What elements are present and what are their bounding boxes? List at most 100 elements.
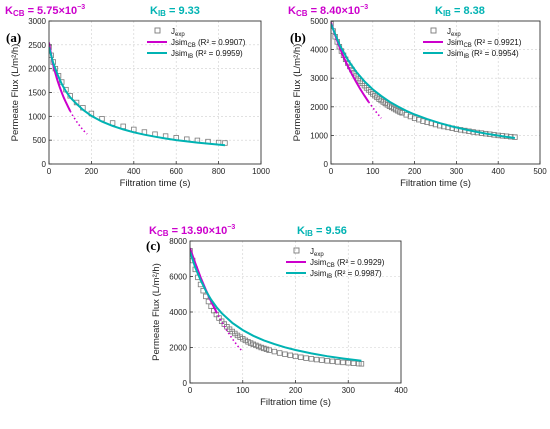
plot-frame: [330, 20, 541, 165]
k-ib-annotation: KIB = 9.56: [297, 225, 347, 238]
x-tick-label: 200: [408, 167, 422, 176]
y-tick-label: 0: [42, 160, 47, 169]
data-point-jexp: [334, 359, 341, 365]
legend-label: JsimCB (R² = 0.9921): [447, 38, 522, 49]
y-tick-label: 3000: [310, 74, 328, 83]
k-cb-annotation: KCB = 13.90×10−3: [149, 224, 235, 238]
data-point-jexp: [298, 354, 304, 360]
y-tick-label: 2000: [169, 344, 187, 353]
legend-label: JsimCB (R² = 0.9929): [310, 258, 385, 269]
x-tick-label: 300: [450, 167, 464, 176]
x-tick-label: 0: [188, 386, 193, 395]
data-point-jexp: [266, 347, 272, 353]
legend-entry: JsimCB (R² = 0.9921): [423, 38, 522, 49]
y-tick-label: 4000: [169, 308, 187, 317]
legend-marker-square: [154, 27, 161, 34]
series-line-jsim-ib: [331, 23, 516, 139]
data-point-jexp: [420, 118, 426, 124]
data-point-jexp: [345, 360, 351, 366]
panel-label: (a): [6, 30, 21, 45]
k-cb-annotation: KCB = 8.40×10−3: [288, 4, 368, 18]
legend-label: JsimIB (R² = 0.9987): [310, 269, 382, 280]
chart-panel-3: KCB = 13.90×10−3 KIB = 9.56 (c) 0 100 200 300 4…: [146, 224, 408, 408]
y-tick-label: 2000: [28, 65, 46, 74]
legend-entry: Jexp: [430, 27, 461, 38]
x-tick-label: 200: [289, 386, 303, 395]
plot-area: [49, 42, 228, 147]
legend-entry: Jexp: [154, 27, 185, 38]
legend-marker-square: [430, 27, 437, 34]
legend-entry: JsimIB (R² = 0.9959): [147, 49, 243, 60]
panel-label: (c): [146, 238, 160, 253]
k-cb-annotation: KCB = 5.75×10−3: [5, 4, 85, 18]
y-tick-label: 3000: [28, 17, 46, 26]
y-tick-label: 6000: [169, 273, 187, 282]
x-tick-label: 400: [394, 386, 408, 395]
y-tick-label: 1500: [28, 89, 46, 98]
data-point-jexp: [271, 348, 278, 355]
data-point-jexp: [329, 358, 336, 365]
legend-entry: JsimCB (R² = 0.9929): [286, 258, 385, 269]
y-tick-label: 0: [183, 379, 188, 388]
x-tick-label: 100: [366, 167, 380, 176]
y-tick-label: 1000: [310, 131, 328, 140]
data-point-jexp: [292, 353, 299, 360]
legend-entry: Jexp: [293, 247, 324, 258]
legend-label: JsimCB (R² = 0.9907): [171, 38, 246, 49]
x-tick-label: 600: [170, 167, 184, 176]
data-point-jexp: [411, 115, 418, 121]
x-tick-label: 400: [492, 167, 506, 176]
y-axis-title: Permeate Flux (L/m²/h): [10, 44, 21, 142]
y-tick-label: 2000: [310, 103, 328, 112]
legend-entry: JsimIB (R² = 0.9954): [423, 49, 519, 60]
x-tick-label: 400: [127, 167, 141, 176]
plot-area: [331, 21, 518, 140]
x-axis-title: Filtration time (s): [120, 178, 191, 189]
data-point-jexp: [308, 356, 315, 362]
legend-label: Jexp: [171, 27, 185, 38]
x-axis-title: Filtration time (s): [260, 397, 331, 408]
legend-marker-square: [293, 247, 300, 254]
series-line-jsim-ib: [190, 251, 362, 362]
x-tick-label: 1000: [252, 167, 270, 176]
k-ib-annotation: KIB = 9.33: [150, 5, 200, 18]
data-point-jexp: [350, 360, 357, 366]
legend-label: JsimIB (R² = 0.9959): [171, 49, 243, 60]
series-line-jsim-ib: [49, 46, 226, 147]
panel-label: (b): [290, 30, 306, 45]
y-tick-label: 500: [33, 136, 47, 145]
x-tick-label: 0: [329, 167, 334, 176]
data-point-jexp: [276, 350, 283, 356]
data-point-jexp: [324, 358, 330, 364]
legend-label: Jexp: [447, 27, 461, 38]
chart-panel-1: KCB = 5.75×10−3 KIB = 9.33 (a) 0 200 400 600 80…: [5, 4, 270, 189]
data-point-jexp: [340, 359, 346, 366]
legend-label: Jexp: [310, 247, 324, 258]
y-axis-title: Permeate Flux (L/m²/h): [292, 44, 303, 142]
y-tick-label: 5000: [310, 17, 328, 26]
data-point-jexp: [358, 361, 365, 367]
legend-entry: JsimCB (R² = 0.9907): [147, 38, 246, 49]
legend-label: JsimIB (R² = 0.9954): [447, 49, 519, 60]
x-tick-label: 200: [85, 167, 99, 176]
y-tick-label: 4000: [310, 46, 328, 55]
chart-panel-2: KCB = 8.40×10−3 KIB = 8.38 (b) 0 100 200 300 40…: [288, 4, 547, 189]
series-line-jsim-cb-extrapolated: [215, 311, 244, 353]
x-tick-label: 500: [533, 167, 547, 176]
x-axis-title: Filtration time (s): [400, 178, 471, 189]
data-point-jexp: [407, 113, 414, 120]
x-tick-label: 300: [342, 386, 356, 395]
series-line-jsim-cb-extrapolated: [367, 101, 382, 119]
data-point-jexp: [319, 357, 325, 363]
plot-area: [190, 247, 365, 367]
x-tick-label: 800: [212, 167, 226, 176]
legend-entry: JsimIB (R² = 0.9987): [286, 269, 382, 280]
data-point-jexp: [282, 351, 288, 357]
series-line-jsim-cb-extrapolated: [69, 110, 88, 135]
x-tick-label: 100: [236, 386, 250, 395]
data-point-jexp: [287, 352, 293, 359]
data-point-jexp: [190, 248, 193, 254]
k-ib-annotation: KIB = 8.38: [435, 5, 485, 18]
data-point-jexp: [303, 355, 309, 361]
